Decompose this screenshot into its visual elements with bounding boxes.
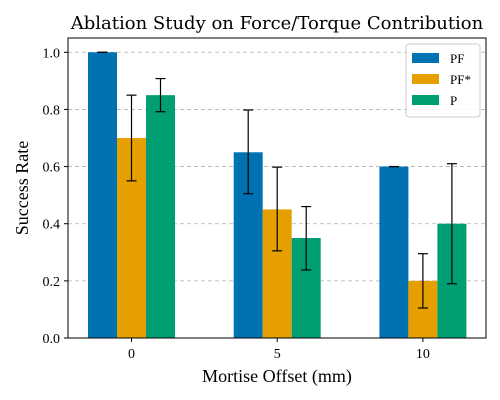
legend-label: PF <box>450 51 464 66</box>
error-bar <box>446 163 457 285</box>
y-axis-label: Success Rate <box>12 141 32 235</box>
legend: PF PF* P <box>405 43 481 118</box>
error-bars <box>97 51 457 309</box>
legend-swatch <box>412 74 439 84</box>
x-tick-label: 10 <box>416 347 430 362</box>
y-tick-label: 0.2 <box>43 275 61 290</box>
y-tick-label: 0.6 <box>43 161 61 176</box>
bar-p-0 <box>146 95 175 339</box>
bar-pf-0 <box>88 52 117 339</box>
legend-swatch <box>412 95 439 105</box>
error-bar <box>155 77 166 113</box>
chart-title: Ablation Study on Force/Torque Contribut… <box>70 13 484 34</box>
legend-label: PF* <box>450 72 471 87</box>
x-tick-label: 5 <box>274 347 281 362</box>
legend-label: P <box>450 93 457 108</box>
x-ticks: 0 5 10 <box>128 338 430 362</box>
error-bar <box>417 253 428 309</box>
y-tick-label: 0.4 <box>43 218 61 233</box>
x-axis-label: Mortise Offset (mm) <box>202 366 352 387</box>
bar-pf-10 <box>379 166 409 338</box>
error-bar <box>126 94 137 182</box>
y-tick-label: 0.8 <box>43 103 61 118</box>
error-bar <box>272 166 283 252</box>
y-ticks: 0.0 0.2 0.4 0.6 0.8 1.0 <box>43 46 68 347</box>
x-tick-label: 0 <box>128 347 135 362</box>
y-tick-label: 1.0 <box>43 46 61 61</box>
y-tick-label: 0.0 <box>43 332 61 347</box>
error-bar <box>301 205 312 271</box>
legend-swatch <box>412 53 439 63</box>
error-bar <box>243 109 254 195</box>
